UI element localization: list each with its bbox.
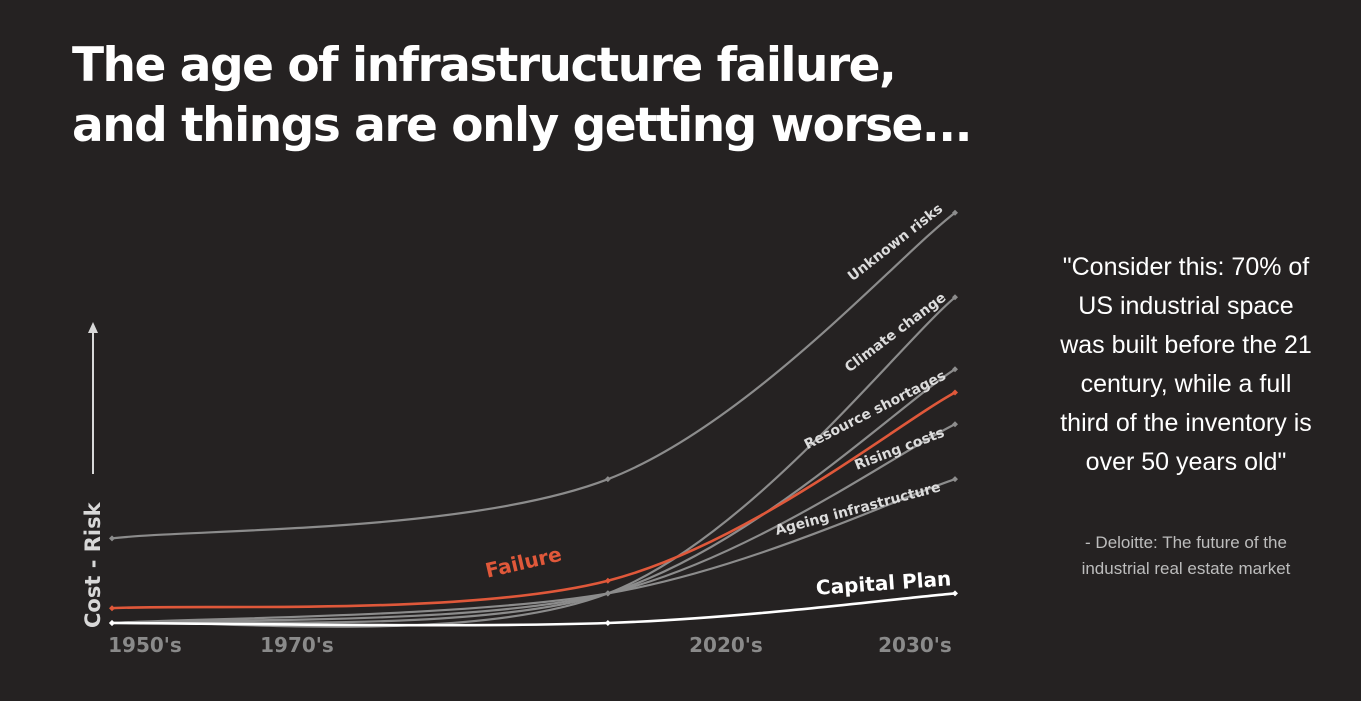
quote-line: century, while a full: [1080, 370, 1292, 398]
quote-line: "Consider this: 70% of: [1062, 253, 1310, 281]
data-point-ageing-infrastructure: [952, 476, 958, 483]
quote: "Consider this: 70% of US industrial spa…: [1030, 248, 1342, 482]
y-axis-label: Cost - Risk: [81, 501, 105, 628]
y-axis-arrow-icon: [88, 322, 98, 333]
data-point-capital-plan: [109, 620, 115, 626]
data-point-unknown-risks: [952, 209, 958, 216]
x-tick-label: 1950's: [108, 633, 182, 657]
quote-line: over 50 years old": [1085, 448, 1287, 476]
quote-source-line: industrial real estate market: [1081, 559, 1291, 578]
series-label-failure: Failure: [483, 542, 564, 583]
data-point-failure: [109, 605, 115, 612]
data-point-failure: [952, 389, 958, 396]
data-point-climate-change: [952, 294, 958, 301]
data-point-capital-plan: [952, 590, 958, 597]
page-title: The age of infrastructure failure, and t…: [72, 36, 1072, 156]
quote-line: US industrial space: [1078, 292, 1294, 320]
page-title-line-2: and things are only getting worse...: [72, 98, 973, 153]
data-point-ageing-infrastructure: [604, 590, 611, 597]
series-label-climate-change: Climate change: [842, 290, 949, 376]
data-point-resource-shortages: [952, 366, 958, 373]
series-label-unknown-risks: Unknown risks: [845, 201, 946, 285]
series-line-ageing-infrastructure: [110, 478, 957, 625]
x-tick-label: 2020's: [689, 633, 763, 657]
data-point-rising-costs: [952, 421, 958, 428]
quote-source-line: - Deloitte: The future of the: [1085, 533, 1287, 552]
quote-line: third of the inventory is: [1060, 409, 1312, 437]
page-title-line-1: The age of infrastructure failure,: [72, 38, 897, 93]
data-point-unknown-risks: [109, 535, 115, 542]
x-tick-label: 1970's: [260, 633, 334, 657]
quote-source: - Deloitte: The future of the industrial…: [1030, 530, 1342, 582]
data-point-failure: [604, 577, 611, 584]
data-point-unknown-risks: [604, 476, 611, 483]
x-tick-label: 2030's: [878, 633, 952, 657]
series-line-capital-plan: [110, 592, 957, 627]
quote-line: was built before the 21: [1060, 331, 1312, 359]
data-point-capital-plan: [604, 620, 611, 626]
series-line-unknown-risks: [110, 211, 957, 540]
chart-series: [109, 209, 958, 628]
